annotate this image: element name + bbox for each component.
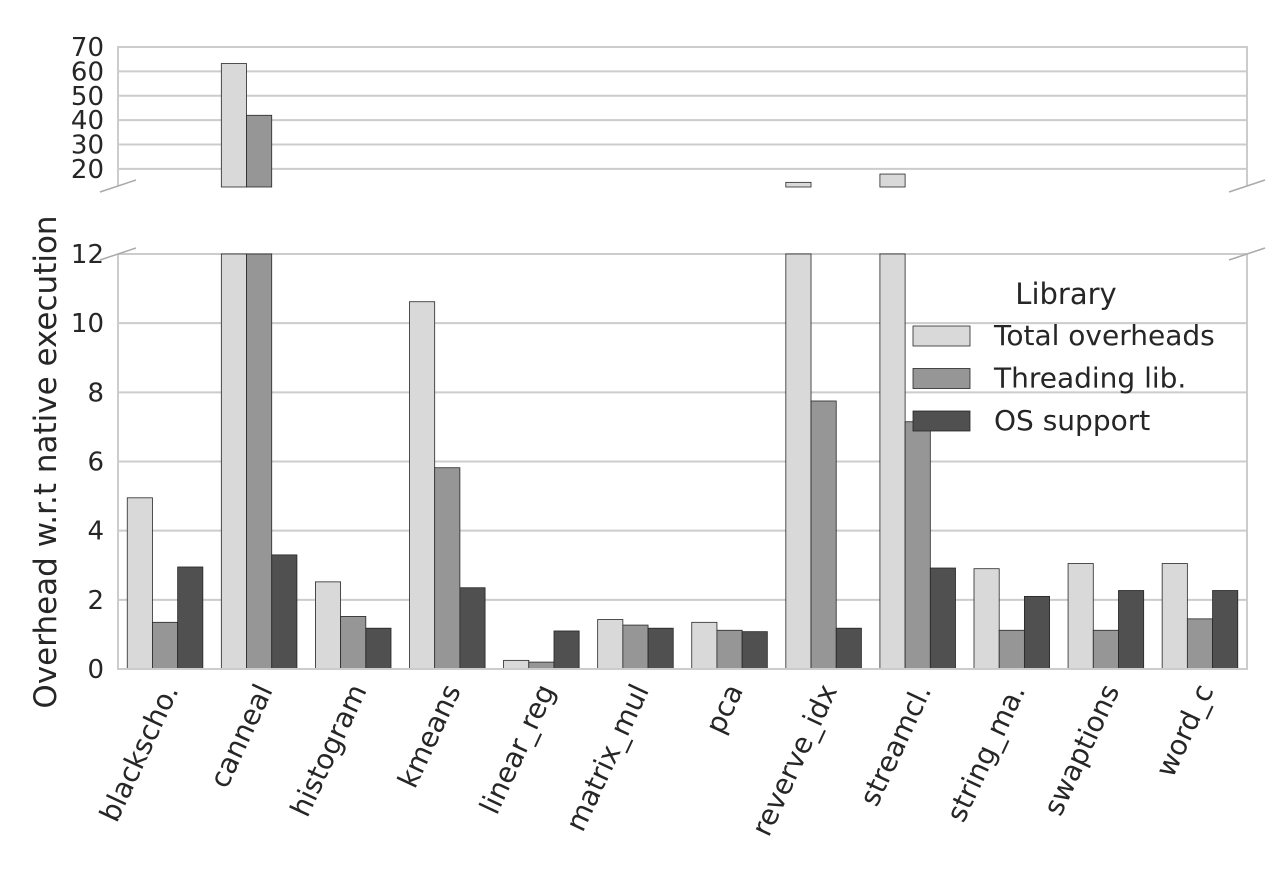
y-tick-label: 4 (87, 517, 104, 547)
bar (152, 621, 179, 670)
x-tick-label: matrix_mul (559, 679, 656, 836)
legend-swatch (912, 368, 971, 389)
bar (1212, 590, 1239, 670)
legend-title: Library (1015, 277, 1116, 311)
bar (929, 567, 956, 670)
bar (1186, 618, 1213, 670)
bar (528, 661, 555, 670)
upper-axis-gridlines (118, 46, 1247, 170)
bar (904, 421, 931, 670)
bar (741, 631, 768, 670)
legend-swatch (912, 325, 971, 347)
axis-frames (117, 46, 1248, 670)
y-tick-label: 12 (71, 240, 104, 270)
y-tick-label: 70 (71, 33, 104, 63)
x-tick-label: canneal (203, 679, 279, 793)
bar (177, 566, 204, 670)
axis-break-mark (99, 247, 137, 261)
y-tick-label: 10 (71, 309, 104, 339)
bar (622, 624, 649, 670)
legend-swatch (912, 410, 971, 432)
y-tick-label: 6 (87, 448, 104, 478)
y-axis-label: Overhead w.r.t native execution (28, 215, 64, 708)
bar (553, 630, 580, 670)
bar (647, 627, 674, 670)
y-tick-label: 40 (71, 106, 104, 136)
bar (785, 253, 812, 670)
legend-label: Threading lib. (993, 362, 1186, 395)
bar (409, 301, 436, 670)
bar (1067, 563, 1094, 670)
bar (340, 616, 367, 670)
x-tick-label: string_ma. (940, 679, 1032, 827)
y-tick-label: 0 (87, 655, 104, 685)
lower-axis-frame (117, 254, 1248, 670)
axis-break-mark (1228, 179, 1266, 193)
bar (716, 629, 743, 670)
x-tick-labels: blackscho. canneal histogram kmeans linear_r… (93, 679, 1220, 841)
bar (315, 581, 342, 670)
bar (434, 467, 461, 670)
upper-axis-bars (220, 63, 906, 188)
x-tick-label: word_c (1149, 679, 1220, 782)
x-tick-label: histogram (284, 679, 374, 822)
bar (271, 554, 298, 670)
bar-upper-part (246, 114, 273, 188)
y-tick-label: 2 (87, 586, 104, 616)
lower-y-tick-labels: 0 2 4 6 8 10 12 (71, 240, 104, 685)
x-tick-label: linear_reg (473, 679, 562, 819)
x-tick-label: streamcl. (853, 679, 938, 811)
y-tick-label: 30 (71, 131, 104, 161)
bar (365, 627, 392, 670)
axis-break-mark (99, 179, 137, 193)
bar (1092, 629, 1119, 670)
x-tick-label: kmeans (391, 679, 467, 793)
y-tick-label: 60 (71, 57, 104, 87)
bar (1118, 590, 1145, 670)
x-tick-label: pca (699, 679, 750, 739)
bar (503, 659, 530, 670)
x-tick-label: swaptions (1037, 679, 1126, 820)
bar-upper-part (879, 173, 906, 188)
bar (973, 568, 1000, 670)
y-tick-label: 50 (71, 82, 104, 112)
bar (126, 497, 153, 670)
legend-label: OS support (994, 404, 1150, 437)
y-tick-label: 20 (71, 155, 104, 185)
bar (691, 621, 718, 670)
x-tick-label: reverve_idx (745, 679, 844, 841)
legend-label: Total overheads (993, 319, 1215, 352)
x-tick-label: blackscho. (93, 679, 185, 827)
bar (459, 587, 486, 670)
bar (246, 253, 273, 670)
bar (597, 619, 624, 670)
bar (810, 400, 837, 670)
bar (220, 253, 247, 670)
axis-break-mark (1228, 247, 1266, 261)
upper-axis-frame (117, 46, 1248, 186)
bar (998, 629, 1025, 670)
axis-break-marks (99, 179, 1266, 261)
bar (879, 253, 906, 670)
bar-upper-part (220, 63, 247, 188)
bar (835, 627, 862, 670)
legend: Library Total overheads Threading lib. OS … (912, 277, 1215, 437)
bar (1161, 563, 1188, 670)
y-tick-label: 8 (87, 378, 104, 408)
bar (1023, 595, 1050, 670)
bar-upper-part (785, 181, 812, 188)
